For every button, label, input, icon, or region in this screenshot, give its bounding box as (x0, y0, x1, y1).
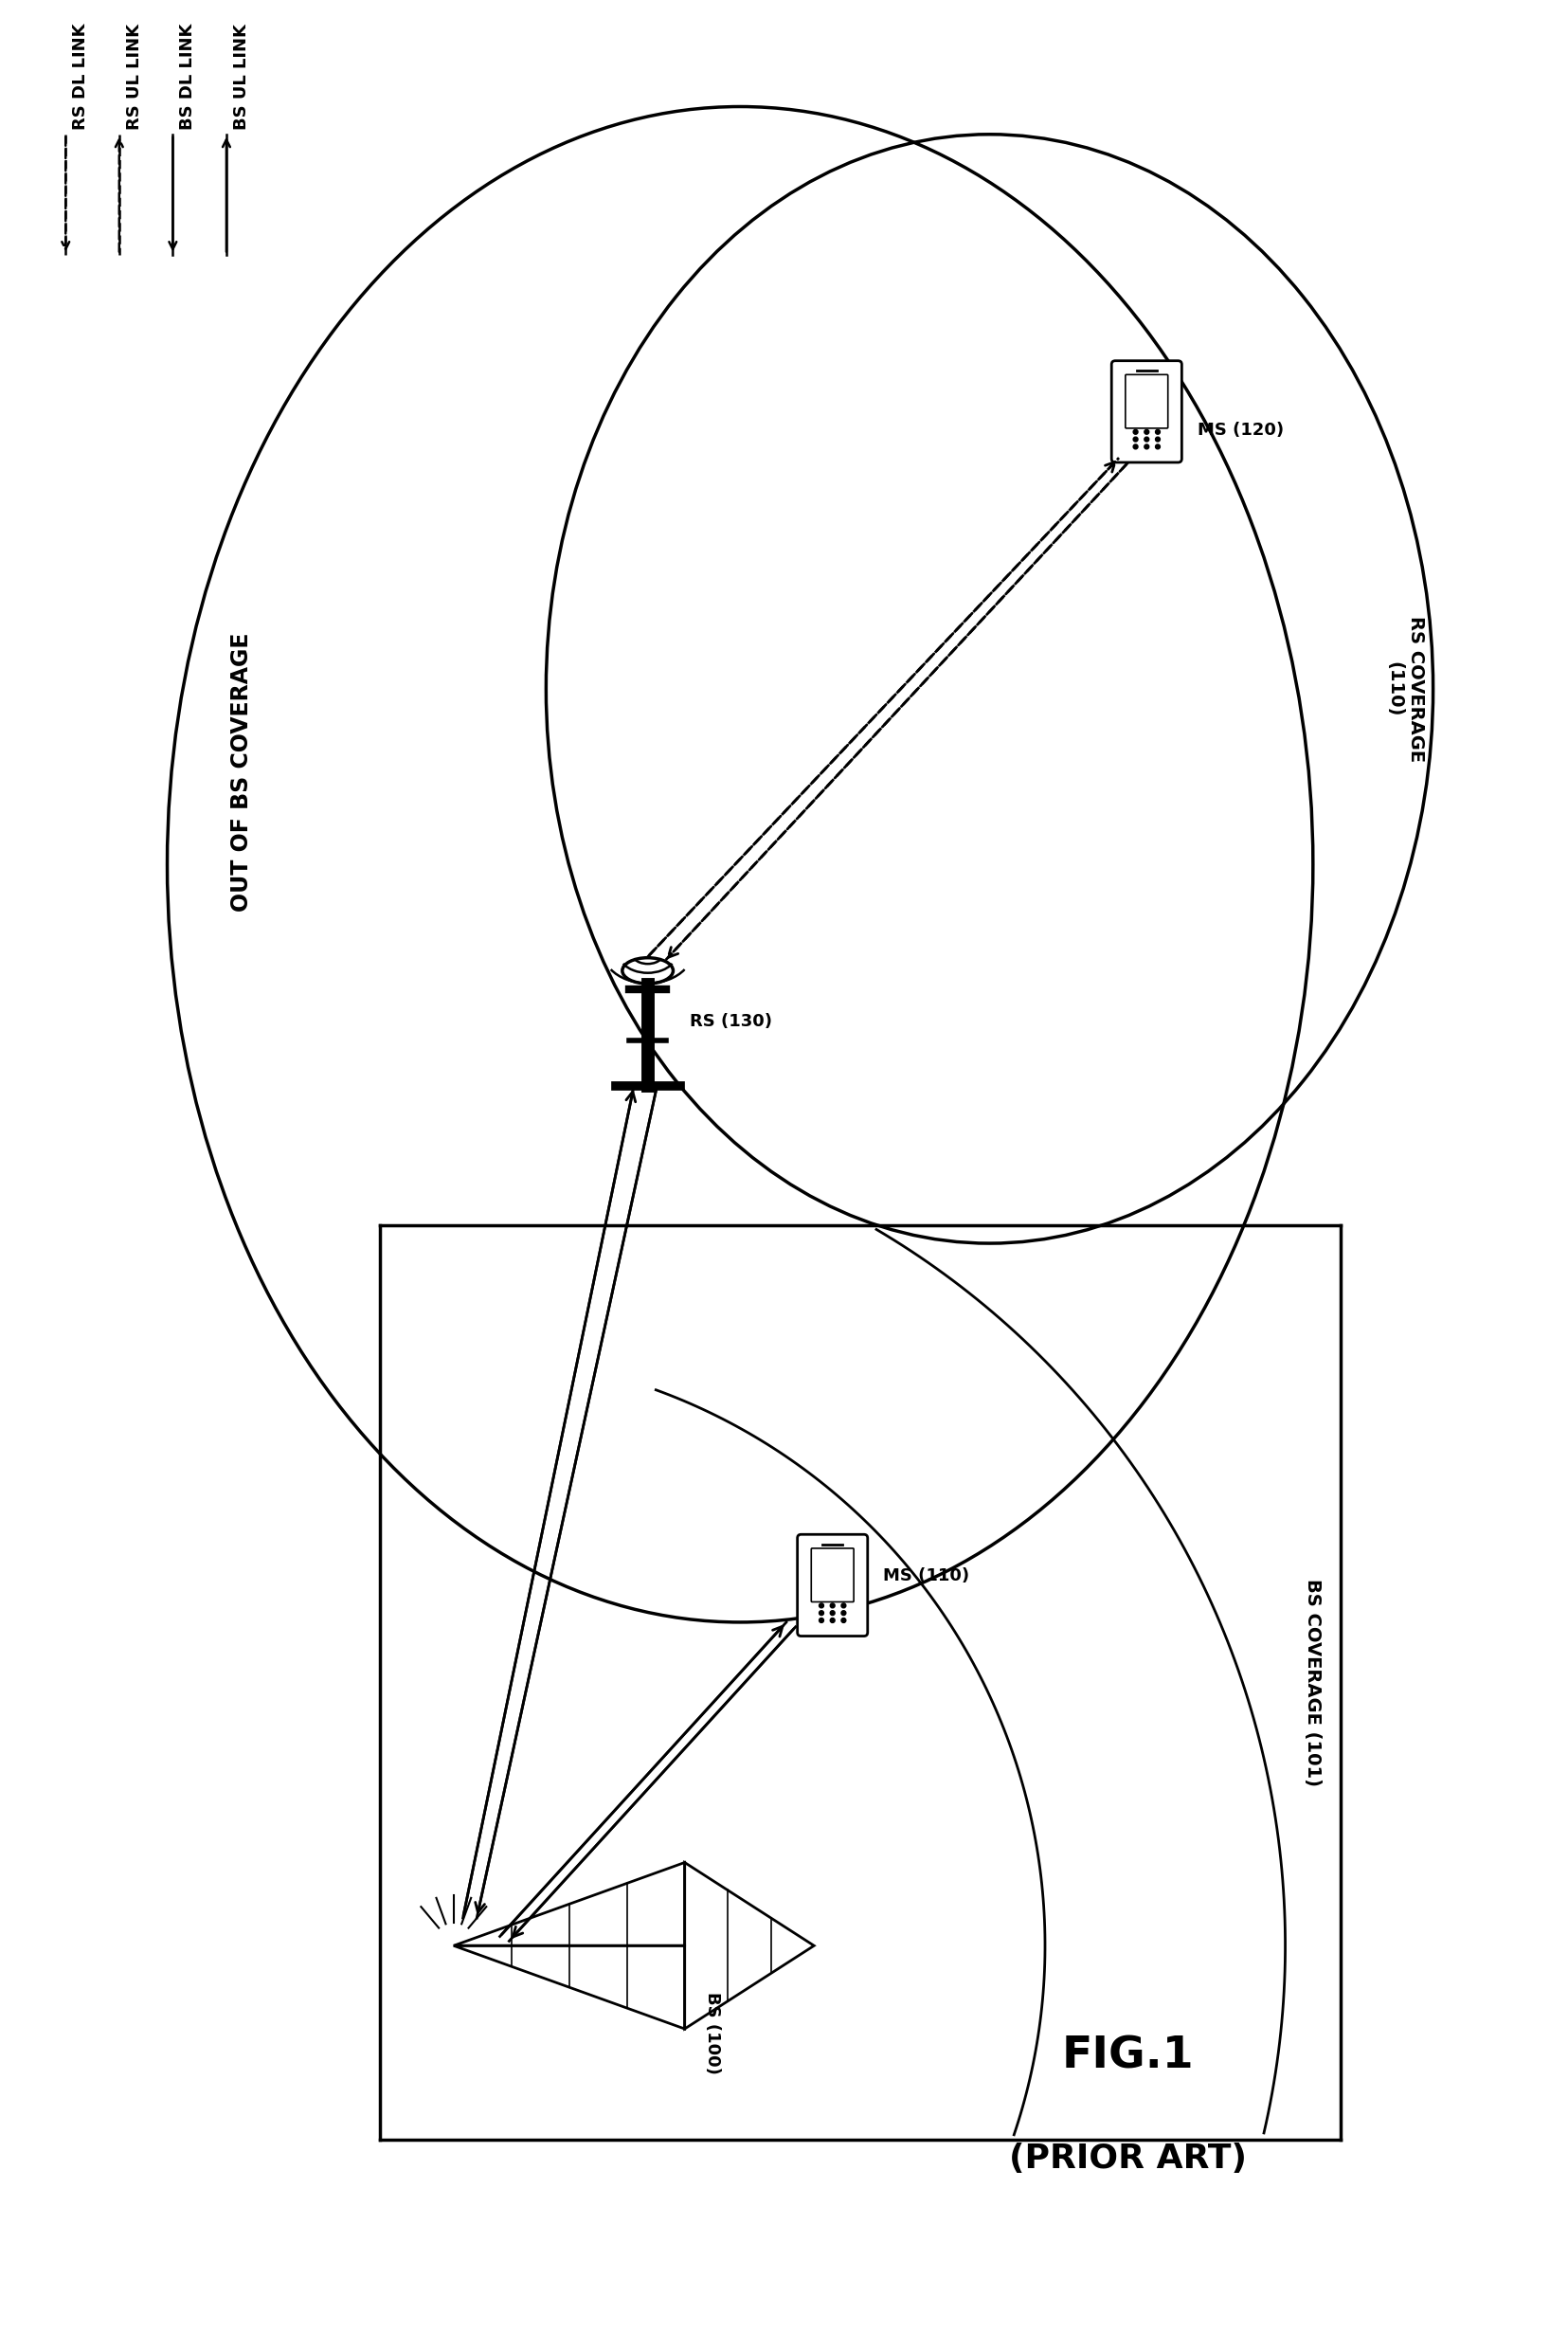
Circle shape (1145, 429, 1149, 434)
Text: RS UL LINK: RS UL LINK (125, 23, 143, 131)
Circle shape (1156, 436, 1160, 441)
Text: MS (110): MS (110) (883, 1568, 969, 1584)
Text: RS COVERAGE
(110): RS COVERAGE (110) (1386, 616, 1425, 763)
Text: (PRIOR ART): (PRIOR ART) (1010, 2142, 1247, 2174)
Circle shape (829, 1610, 834, 1614)
Text: BS UL LINK: BS UL LINK (232, 23, 249, 131)
Text: BS DL LINK: BS DL LINK (179, 23, 196, 131)
Text: MS (120): MS (120) (1198, 422, 1284, 439)
Circle shape (1134, 443, 1138, 448)
FancyBboxPatch shape (798, 1535, 867, 1635)
FancyBboxPatch shape (1112, 362, 1182, 462)
Circle shape (818, 1603, 823, 1607)
Circle shape (829, 1603, 834, 1607)
Text: BS COVERAGE (101): BS COVERAGE (101) (1305, 1579, 1322, 1787)
Text: BS (100): BS (100) (704, 1992, 721, 2074)
Text: FIG.1: FIG.1 (1062, 2034, 1195, 2079)
Circle shape (842, 1610, 845, 1614)
Text: RS DL LINK: RS DL LINK (72, 23, 89, 131)
Circle shape (1134, 436, 1138, 441)
Circle shape (1156, 429, 1160, 434)
Circle shape (829, 1619, 834, 1624)
Circle shape (818, 1619, 823, 1624)
Text: RS (130): RS (130) (690, 1013, 771, 1031)
Circle shape (842, 1603, 845, 1607)
Circle shape (1134, 429, 1138, 434)
Circle shape (842, 1619, 845, 1624)
Text: OUT OF BS COVERAGE: OUT OF BS COVERAGE (230, 632, 252, 912)
Circle shape (1156, 443, 1160, 448)
Circle shape (818, 1610, 823, 1614)
Circle shape (1145, 443, 1149, 448)
Ellipse shape (622, 959, 673, 985)
Circle shape (1145, 436, 1149, 441)
